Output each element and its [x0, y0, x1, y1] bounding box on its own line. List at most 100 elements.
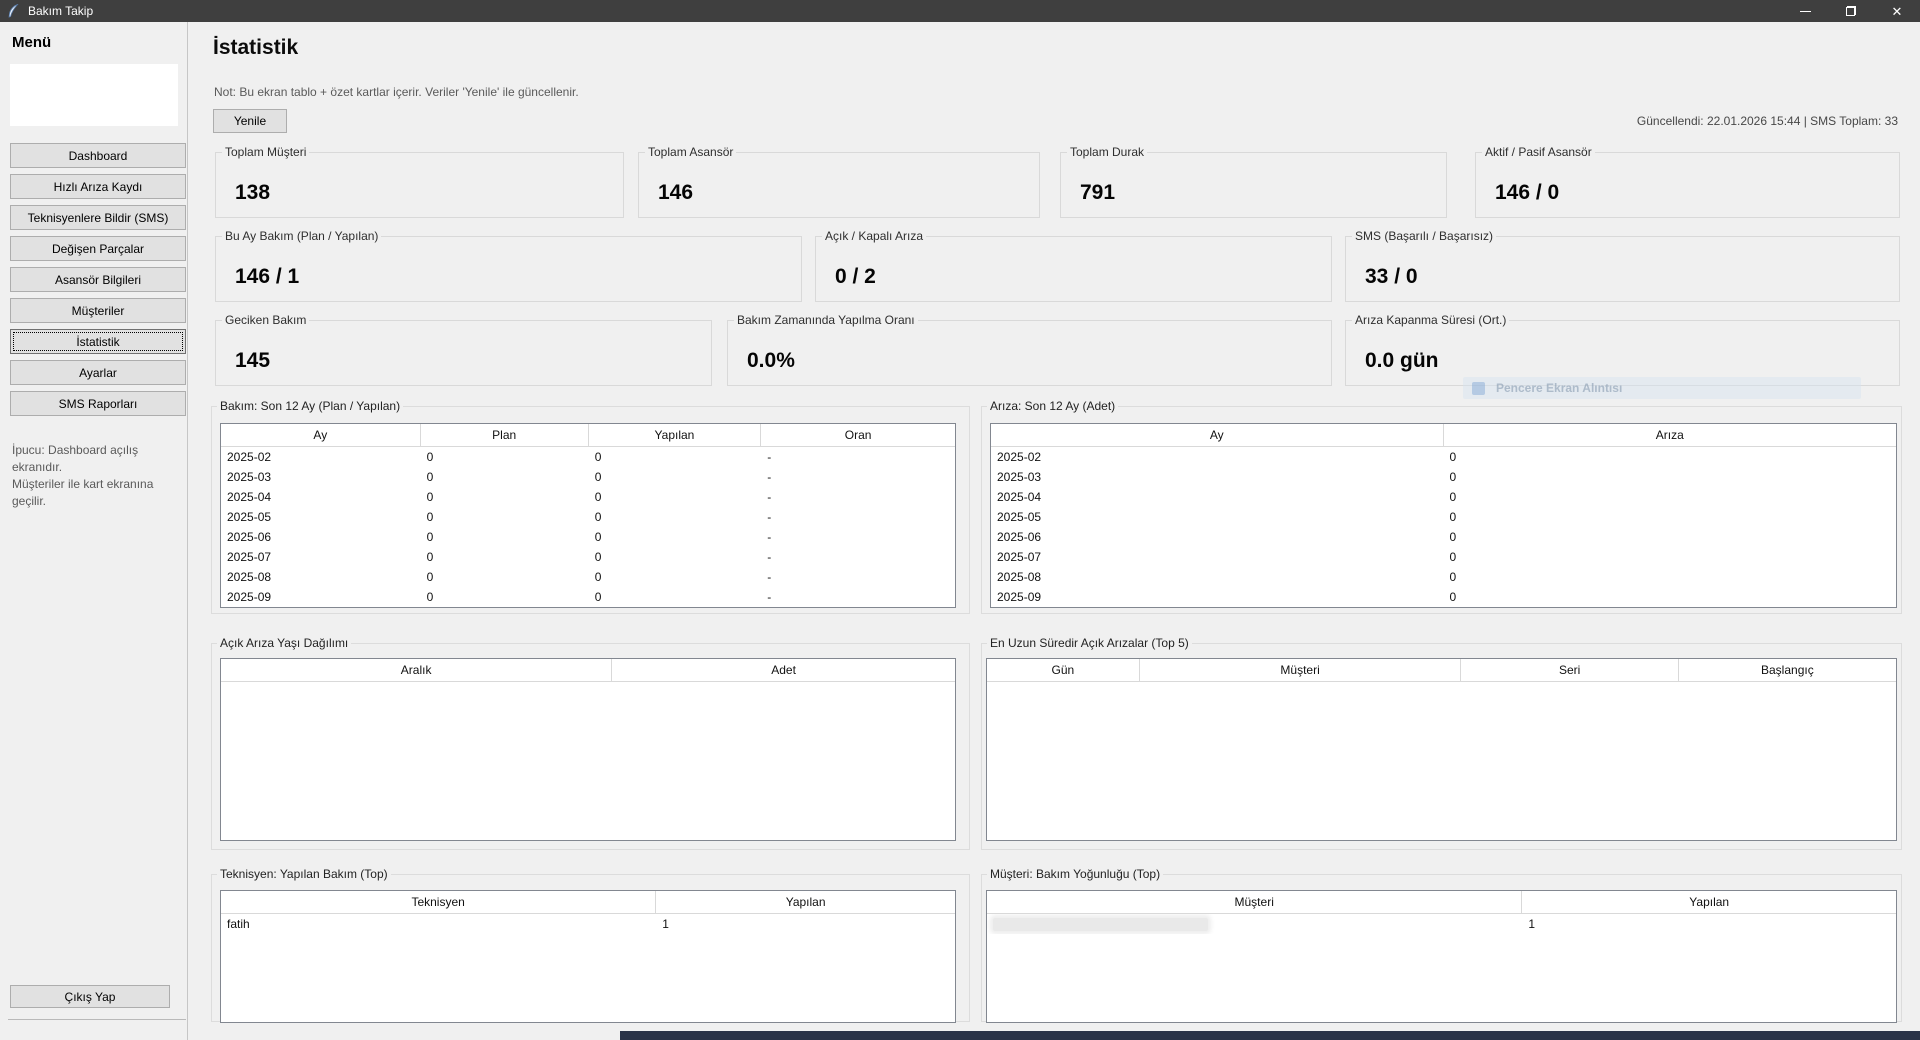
table-row[interactable]: 2025-08 0: [991, 567, 1896, 587]
stat-card-value: 0.0%: [747, 349, 795, 372]
column-header[interactable]: Yapılan: [589, 424, 762, 446]
table-row[interactable]: 2025-06 0: [991, 527, 1896, 547]
stat-card-bu-ay-bakim: Bu Ay Bakım (Plan / Yapılan) 146 / 1: [215, 229, 802, 302]
stat-card-geciken-bakim: Geciken Bakım 145: [215, 313, 712, 386]
stat-card-value: 145: [235, 349, 271, 372]
table-cell: 2025-04: [227, 490, 272, 504]
table-cell: 0: [594, 550, 602, 564]
column-header[interactable]: Yapılan: [1689, 895, 1730, 909]
column-header[interactable]: Plan: [421, 424, 589, 446]
app-feather-icon: [7, 4, 19, 18]
table-cell: 2025-04: [997, 490, 1042, 504]
table-row[interactable]: 2025-02 0: [991, 447, 1896, 467]
table-cell: 2025-07: [997, 550, 1042, 564]
stat-card-acik-kapali-ariza: Açık / Kapalı Arıza 0 / 2: [815, 229, 1332, 302]
table-row[interactable]: 2025-09 0: [991, 587, 1896, 607]
table-row[interactable]: 2025-04 0 0 -: [221, 487, 955, 507]
sidebar-item-sms-raporlari[interactable]: SMS Raporları: [10, 391, 186, 416]
table-cell: 0: [1449, 530, 1457, 544]
group-bakim-son12: Bakım: Son 12 Ay (Plan / Yapılan): [211, 399, 970, 614]
table-header-row: Ay Arıza: [991, 424, 1896, 447]
stat-card-label: Aktif / Pasif Asansör: [1482, 145, 1595, 159]
column-header[interactable]: Gün: [987, 659, 1140, 681]
table-row[interactable]: 2025-06 0 0 -: [221, 527, 955, 547]
column-header[interactable]: Seri: [1461, 659, 1679, 681]
sidebar-item-dashboard[interactable]: Dashboard: [10, 143, 186, 168]
table-cell: 0: [594, 570, 602, 584]
sidebar-item-asansor-bilgileri[interactable]: Asansör Bilgileri: [10, 267, 186, 292]
title-bar: Bakım Takip ✕: [0, 0, 1920, 22]
stat-card-label: Bakım Zamanında Yapılma Oranı: [734, 313, 918, 327]
table-cell: 0: [594, 490, 602, 504]
table-bakim-son12: Ay Plan Yapılan Oran 2025-02 0 0-2025-03 0 0-202…: [220, 423, 956, 608]
stat-card-toplam-durak: Toplam Durak 791: [1060, 145, 1447, 218]
column-header[interactable]: Ay: [991, 424, 1444, 446]
table-cell: 0: [1449, 550, 1457, 564]
table-row[interactable]: 2025-05 0: [991, 507, 1896, 527]
stat-card-label: Toplam Müşteri: [222, 145, 310, 159]
table-cell: 2025-03: [227, 470, 272, 484]
stat-card-label: Toplam Durak: [1067, 145, 1148, 159]
table-cell: -: [767, 530, 772, 544]
table-row[interactable]: 2025-02 0 0 -: [221, 447, 955, 467]
column-header[interactable]: Müşteri: [987, 891, 1523, 913]
refresh-button[interactable]: Yenile: [213, 109, 287, 133]
sidebar-tip-line2: Müşteriler ile kart ekranına geçilir.: [12, 477, 154, 508]
table-row[interactable]: 2025-03 0 0 -: [221, 467, 955, 487]
column-header[interactable]: Aralık: [221, 659, 613, 681]
group-ariza-son12: Arıza: Son 12 Ay (Adet): [981, 399, 1902, 614]
column-header[interactable]: Başlangıç: [1761, 663, 1814, 677]
table-header-row: Gün Müşteri Seri Başlangıç: [987, 659, 1896, 682]
table-row[interactable]: 2025-07 0 0 -: [221, 547, 955, 567]
group-title: En Uzun Süredir Açık Arızalar (Top 5): [987, 636, 1192, 650]
logout-button[interactable]: Çıkış Yap: [10, 985, 170, 1008]
table-cell: 0: [1449, 470, 1457, 484]
minimize-button[interactable]: [1782, 0, 1828, 22]
table-row[interactable]: fatih 1: [221, 914, 955, 934]
stat-card-value: 146 / 0: [1495, 181, 1560, 204]
table-musteri-yogunluk: Müşteri Yapılan 1: [986, 890, 1897, 1023]
restore-button[interactable]: [1828, 0, 1874, 22]
column-header[interactable]: Oran: [844, 428, 872, 442]
table-teknisyen-top: Teknisyen Yapılan fatih 1: [220, 890, 956, 1023]
table-cell: 2025-02: [997, 450, 1042, 464]
table-cell: 0: [426, 450, 434, 464]
table-cell: 2025-08: [227, 570, 272, 584]
table-header-row: Teknisyen Yapılan: [221, 891, 955, 914]
sidebar-item-istatistik[interactable]: İstatistik: [10, 329, 186, 354]
column-header[interactable]: Arıza: [1655, 428, 1684, 442]
group-title: Müşteri: Bakım Yoğunluğu (Top): [987, 867, 1164, 881]
stat-card-toplam-asansor: Toplam Asansör 146: [638, 145, 1040, 218]
table-row[interactable]: 2025-09 0 0 -: [221, 587, 955, 607]
sidebar-item-degisen-parcalar[interactable]: Değişen Parçalar: [10, 236, 186, 261]
stat-card-value: 33 / 0: [1365, 265, 1418, 288]
table-cell: 1: [662, 917, 669, 931]
sidebar-item-ayarlar[interactable]: Ayarlar: [10, 360, 186, 385]
table-cell: 0: [1449, 570, 1457, 584]
redacted-text: [993, 917, 1208, 931]
column-header[interactable]: Müşteri: [1140, 659, 1462, 681]
column-header[interactable]: Ay: [221, 424, 421, 446]
group-title: Teknisyen: Yapılan Bakım (Top): [217, 867, 391, 881]
stat-card-label: Geciken Bakım: [222, 313, 310, 327]
sidebar-item-teknisyenlere-bildir[interactable]: Teknisyenlere Bildir (SMS): [10, 205, 186, 230]
close-button[interactable]: ✕: [1874, 0, 1920, 22]
stat-card-value: 146 / 1: [235, 265, 300, 288]
table-row[interactable]: 2025-07 0: [991, 547, 1896, 567]
table-row[interactable]: 2025-05 0 0 -: [221, 507, 955, 527]
table-cell: 0: [426, 530, 434, 544]
table-row[interactable]: 2025-08 0 0 -: [221, 567, 955, 587]
table-cell: 2025-05: [227, 510, 272, 524]
table-row[interactable]: 2025-03 0: [991, 467, 1896, 487]
column-header[interactable]: Adet: [771, 663, 796, 677]
stat-card-value: 146: [658, 181, 694, 204]
table-cell: -: [767, 510, 772, 524]
table-row[interactable]: 2025-04 0: [991, 487, 1896, 507]
column-header[interactable]: Yapılan: [785, 895, 826, 909]
sidebar-item-hizli-ariza-kaydi[interactable]: Hızlı Arıza Kaydı: [10, 174, 186, 199]
column-header[interactable]: Teknisyen: [221, 891, 657, 913]
sidebar-item-musteriler[interactable]: Müşteriler: [10, 298, 186, 323]
table-cell: 0: [426, 570, 434, 584]
group-uzun-acik-arizalar: En Uzun Süredir Açık Arızalar (Top 5): [981, 636, 1902, 850]
table-row[interactable]: 1: [987, 914, 1896, 934]
